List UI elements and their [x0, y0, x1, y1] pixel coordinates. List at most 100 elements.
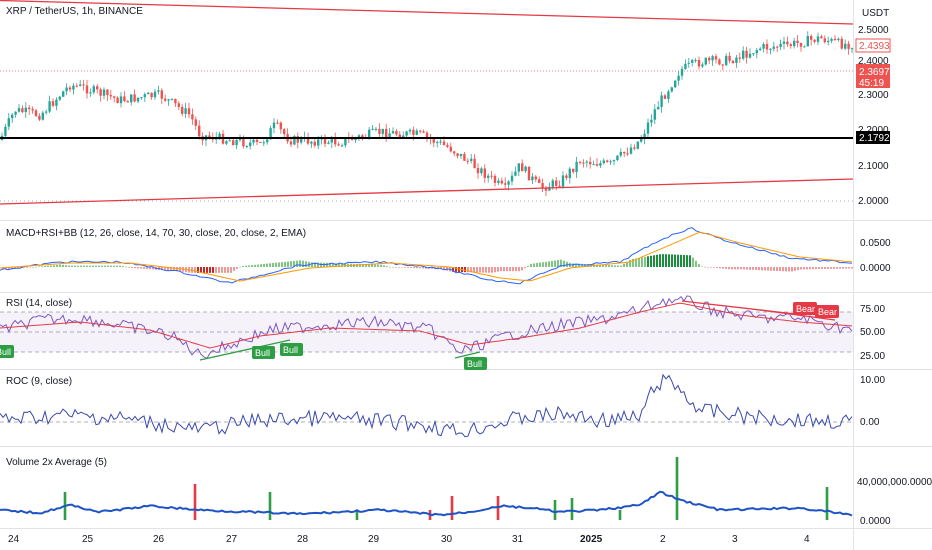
candle-body	[106, 89, 109, 96]
candle-body	[48, 101, 51, 112]
candle-body	[500, 180, 503, 184]
svg-text:2.4393: 2.4393	[859, 41, 890, 52]
macd-histogram-bar	[365, 264, 367, 267]
rsi-ma-line	[0, 302, 853, 349]
candle-body	[279, 122, 282, 130]
macd-histogram-bar	[698, 264, 700, 267]
candle-body	[38, 115, 41, 120]
lower-trendline[interactable]	[0, 178, 854, 205]
upper-trendline[interactable]	[0, 0, 854, 25]
rsi-signal-bull-3: Bull	[280, 343, 303, 356]
macd-histogram-bar	[767, 267, 769, 271]
candle-body	[840, 38, 843, 49]
macd-histogram-bar	[281, 262, 283, 267]
candle-body	[116, 97, 119, 104]
candle-body	[313, 141, 316, 146]
macd-histogram-bar	[833, 267, 835, 269]
candle-body	[487, 175, 490, 178]
candle-body	[85, 85, 89, 94]
macd-histogram-bar	[674, 254, 676, 267]
candle-body	[187, 108, 191, 115]
macd-histogram-bar	[824, 267, 826, 270]
candle-body	[58, 96, 61, 100]
candle-body	[463, 153, 466, 161]
candle-body	[402, 135, 405, 138]
candle-body	[694, 59, 697, 61]
macd-histogram-bar	[29, 267, 31, 268]
macd-histogram-bar	[413, 267, 415, 269]
macd-histogram-bar	[746, 267, 748, 270]
macd-histogram-bar	[251, 265, 253, 267]
macd-histogram-bar	[518, 267, 520, 272]
candle-body	[262, 142, 265, 144]
volume-spike-bar	[825, 487, 829, 520]
macd-histogram-bar	[617, 265, 619, 267]
macd-histogram-bar	[119, 265, 121, 267]
candle-body	[799, 42, 803, 47]
macd-histogram-bar	[89, 265, 91, 267]
macd-histogram-bar	[479, 267, 481, 273]
macd-histogram-bar	[131, 267, 133, 269]
candle-body	[582, 162, 585, 164]
candle-body	[21, 108, 24, 113]
candle-body	[510, 175, 514, 182]
candle-body	[62, 91, 65, 97]
candle-body	[395, 131, 398, 135]
candle-body	[748, 53, 752, 58]
macd-histogram-bar	[560, 259, 562, 267]
macd-histogram-bar	[527, 266, 529, 267]
macd-histogram-bar	[503, 267, 505, 272]
macd-histogram-bar	[728, 267, 730, 270]
macd-histogram-bar	[716, 267, 718, 268]
candle-body	[408, 129, 412, 132]
candle-body	[609, 161, 612, 163]
candle-body	[684, 63, 687, 69]
candle-body	[371, 128, 374, 130]
macd-histogram-bar	[680, 254, 682, 267]
rsi-tick-50: 50.00	[860, 327, 885, 338]
candle-body	[228, 140, 231, 142]
macd-histogram-bar	[227, 267, 229, 273]
candle-body	[711, 56, 714, 61]
macd-histogram-bar	[125, 266, 127, 268]
candle-body	[11, 114, 14, 119]
candle-body	[449, 146, 452, 152]
candle-body	[589, 161, 592, 165]
macd-histogram-bar	[2, 267, 4, 270]
candle-body	[446, 145, 449, 147]
roc-line	[0, 373, 853, 438]
candle-body	[551, 180, 554, 187]
candle-body	[704, 57, 707, 65]
macd-histogram-bar	[605, 264, 607, 267]
macd-histogram-bar	[122, 266, 124, 267]
macd-histogram-bar	[134, 267, 136, 269]
candle-body	[177, 103, 180, 107]
candle-body	[728, 55, 731, 61]
candle-body	[68, 87, 72, 90]
candle-body	[830, 38, 833, 41]
macd-histogram-bar	[467, 267, 469, 273]
macd-histogram-bar	[116, 265, 118, 267]
candle-body	[653, 109, 656, 120]
macd-histogram-bar	[431, 267, 433, 269]
macd-histogram-bar	[839, 267, 841, 269]
macd-histogram-bar	[371, 264, 373, 267]
candle-body	[531, 176, 534, 181]
candle-body	[252, 139, 255, 143]
macd-histogram-bar	[293, 260, 295, 267]
macd-histogram-bar	[101, 265, 103, 267]
candle-body	[517, 163, 520, 172]
macd-histogram-bar	[317, 262, 319, 267]
macd-histogram-bar	[377, 264, 379, 267]
macd-histogram-bar	[269, 263, 271, 267]
macd-histogram-bar	[551, 260, 553, 267]
candle-body	[490, 175, 493, 177]
candle-body	[351, 138, 354, 141]
volume-spike-bar	[268, 492, 272, 520]
macd-histogram-bar	[68, 265, 70, 267]
macd-histogram-bar	[587, 264, 589, 267]
candle-body	[412, 129, 415, 135]
candle-body	[721, 64, 724, 66]
